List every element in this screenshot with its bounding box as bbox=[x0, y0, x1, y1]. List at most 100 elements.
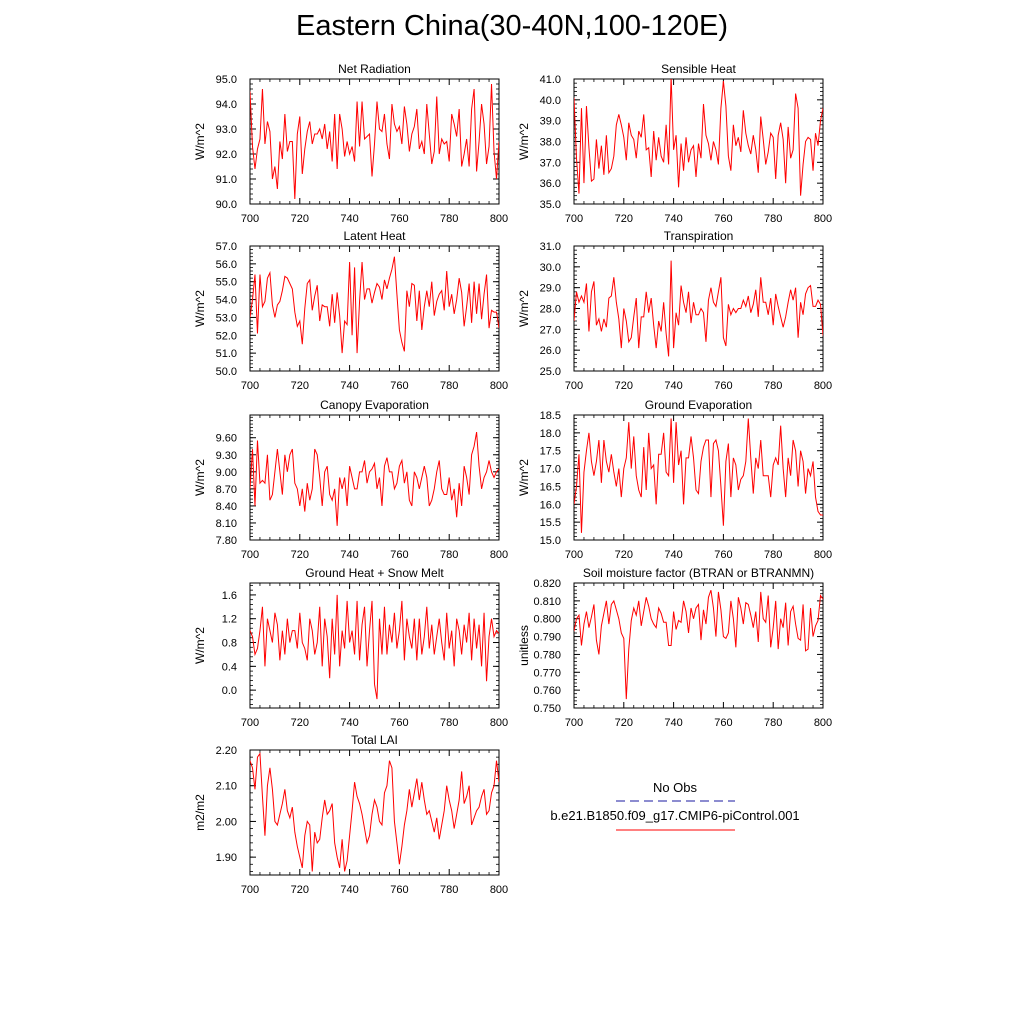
series-line bbox=[250, 83, 499, 200]
x-tick-label: 800 bbox=[490, 380, 508, 392]
y-tick-label: 0.8 bbox=[222, 638, 237, 650]
y-axis-label: W/m^2 bbox=[193, 123, 207, 160]
x-tick-label: 720 bbox=[615, 717, 633, 729]
y-tick-label: 18.5 bbox=[540, 410, 561, 422]
panel-title: Net Radiation bbox=[338, 62, 411, 76]
y-tick-label: 0.770 bbox=[533, 667, 561, 679]
y-axis-label: W/m^2 bbox=[193, 459, 207, 496]
y-tick-label: 25.0 bbox=[540, 366, 561, 378]
series-line bbox=[574, 589, 823, 700]
x-tick-label: 700 bbox=[241, 884, 259, 896]
y-tick-label: 53.0 bbox=[216, 312, 237, 324]
chart-panel-4: 700 720 740 760 780 800 25.0 26.0 27.0 28.0 29.0 30… bbox=[517, 229, 832, 392]
y-tick-label: 9.00 bbox=[216, 467, 237, 479]
y-tick-label: 7.80 bbox=[216, 535, 237, 547]
x-tick-label: 800 bbox=[490, 884, 508, 896]
y-tick-label: 2.20 bbox=[216, 745, 237, 757]
plot-frame bbox=[573, 78, 824, 205]
y-tick-label: 29.0 bbox=[540, 283, 561, 295]
y-tick-label: 36.0 bbox=[540, 178, 561, 190]
y-tick-label: 39.0 bbox=[540, 116, 561, 128]
x-tick-label: 700 bbox=[241, 213, 259, 225]
y-tick-label: 50.0 bbox=[216, 366, 237, 378]
x-tick-label: 700 bbox=[565, 380, 583, 392]
y-tick-label: 0.820 bbox=[533, 578, 561, 590]
plot-frame bbox=[573, 582, 824, 709]
x-tick-label: 780 bbox=[764, 213, 782, 225]
x-tick-label: 720 bbox=[291, 884, 309, 896]
x-tick-label: 800 bbox=[490, 213, 508, 225]
x-tick-label: 700 bbox=[241, 549, 259, 561]
y-tick-label: 40.0 bbox=[540, 95, 561, 107]
x-tick-label: 740 bbox=[340, 549, 358, 561]
x-tick-label: 800 bbox=[490, 549, 508, 561]
x-tick-label: 700 bbox=[565, 717, 583, 729]
x-tick-label: 800 bbox=[814, 549, 832, 561]
x-tick-label: 760 bbox=[390, 884, 408, 896]
y-tick-label: 15.0 bbox=[540, 535, 561, 547]
chart-panel-3: 700 720 740 760 780 800 50.0 51.0 52.0 53.0 54.0 55… bbox=[193, 229, 508, 392]
y-tick-label: 17.5 bbox=[540, 446, 561, 458]
y-tick-label: 0.750 bbox=[533, 703, 561, 715]
y-axis-label: W/m^2 bbox=[193, 627, 207, 664]
y-tick-label: 31.0 bbox=[540, 241, 561, 253]
y-tick-label: 30.0 bbox=[540, 262, 561, 274]
x-tick-label: 720 bbox=[615, 549, 633, 561]
plot-frame bbox=[573, 414, 824, 541]
plot-frame bbox=[573, 245, 824, 372]
plot-frame bbox=[249, 749, 500, 876]
x-tick-label: 720 bbox=[615, 380, 633, 392]
x-tick-label: 720 bbox=[291, 380, 309, 392]
y-tick-label: 28.0 bbox=[540, 304, 561, 316]
y-axis-label: W/m^2 bbox=[517, 459, 531, 496]
y-tick-label: 1.6 bbox=[222, 590, 237, 602]
x-tick-label: 780 bbox=[764, 717, 782, 729]
y-axis-label: m2/m2 bbox=[193, 794, 207, 831]
y-tick-label: 2.00 bbox=[216, 816, 237, 828]
x-tick-label: 720 bbox=[291, 717, 309, 729]
x-tick-label: 740 bbox=[664, 549, 682, 561]
y-tick-label: 94.0 bbox=[216, 99, 237, 111]
x-tick-label: 700 bbox=[241, 717, 259, 729]
x-tick-label: 760 bbox=[390, 717, 408, 729]
x-tick-label: 760 bbox=[390, 213, 408, 225]
y-tick-label: 0.4 bbox=[222, 661, 237, 673]
x-tick-label: 780 bbox=[440, 884, 458, 896]
chart-panel-9: 700 720 740 760 780 800 1.90 2.00 2.10 2.20 Total … bbox=[193, 733, 508, 896]
figure-title: Eastern China(30-40N,100-120E) bbox=[295, 10, 729, 42]
y-tick-label: 37.0 bbox=[540, 157, 561, 169]
x-tick-label: 740 bbox=[664, 717, 682, 729]
x-tick-label: 740 bbox=[340, 380, 358, 392]
y-tick-label: 51.0 bbox=[216, 348, 237, 360]
y-tick-label: 91.0 bbox=[216, 174, 237, 186]
panel-title: Sensible Heat bbox=[661, 62, 736, 76]
y-tick-label: 56.0 bbox=[216, 259, 237, 271]
y-tick-label: 35.0 bbox=[540, 199, 561, 211]
x-tick-label: 780 bbox=[764, 549, 782, 561]
y-tick-label: 55.0 bbox=[216, 277, 237, 289]
y-tick-label: 0.780 bbox=[533, 649, 561, 661]
legend-label-model: b.e21.B1850.f09_g17.CMIP6-piControl.001 bbox=[550, 808, 799, 823]
x-tick-label: 740 bbox=[664, 213, 682, 225]
x-tick-label: 700 bbox=[565, 213, 583, 225]
series-line bbox=[250, 752, 499, 872]
chart-panel-1: 700 720 740 760 780 800 90.0 91.0 92.0 93.0 94.0 95… bbox=[193, 62, 508, 225]
legend-label-no-obs: No Obs bbox=[653, 780, 698, 795]
y-tick-label: 9.30 bbox=[216, 450, 237, 462]
series-line bbox=[250, 256, 499, 354]
x-tick-label: 720 bbox=[291, 213, 309, 225]
x-tick-label: 800 bbox=[490, 717, 508, 729]
y-tick-label: 18.0 bbox=[540, 428, 561, 440]
y-axis-label: W/m^2 bbox=[193, 290, 207, 327]
y-tick-label: 93.0 bbox=[216, 124, 237, 136]
series-line bbox=[250, 594, 499, 700]
y-tick-label: 95.0 bbox=[216, 74, 237, 86]
x-tick-label: 780 bbox=[440, 549, 458, 561]
y-tick-label: 0.0 bbox=[222, 685, 237, 697]
y-tick-label: 2.10 bbox=[216, 781, 237, 793]
y-axis-label: unitless bbox=[517, 625, 531, 666]
y-tick-label: 54.0 bbox=[216, 295, 237, 307]
y-axis-label: W/m^2 bbox=[517, 123, 531, 160]
chart-panel-6: 700 720 740 760 780 800 15.0 15.5 16.0 16.5 17.0 17… bbox=[517, 398, 832, 561]
